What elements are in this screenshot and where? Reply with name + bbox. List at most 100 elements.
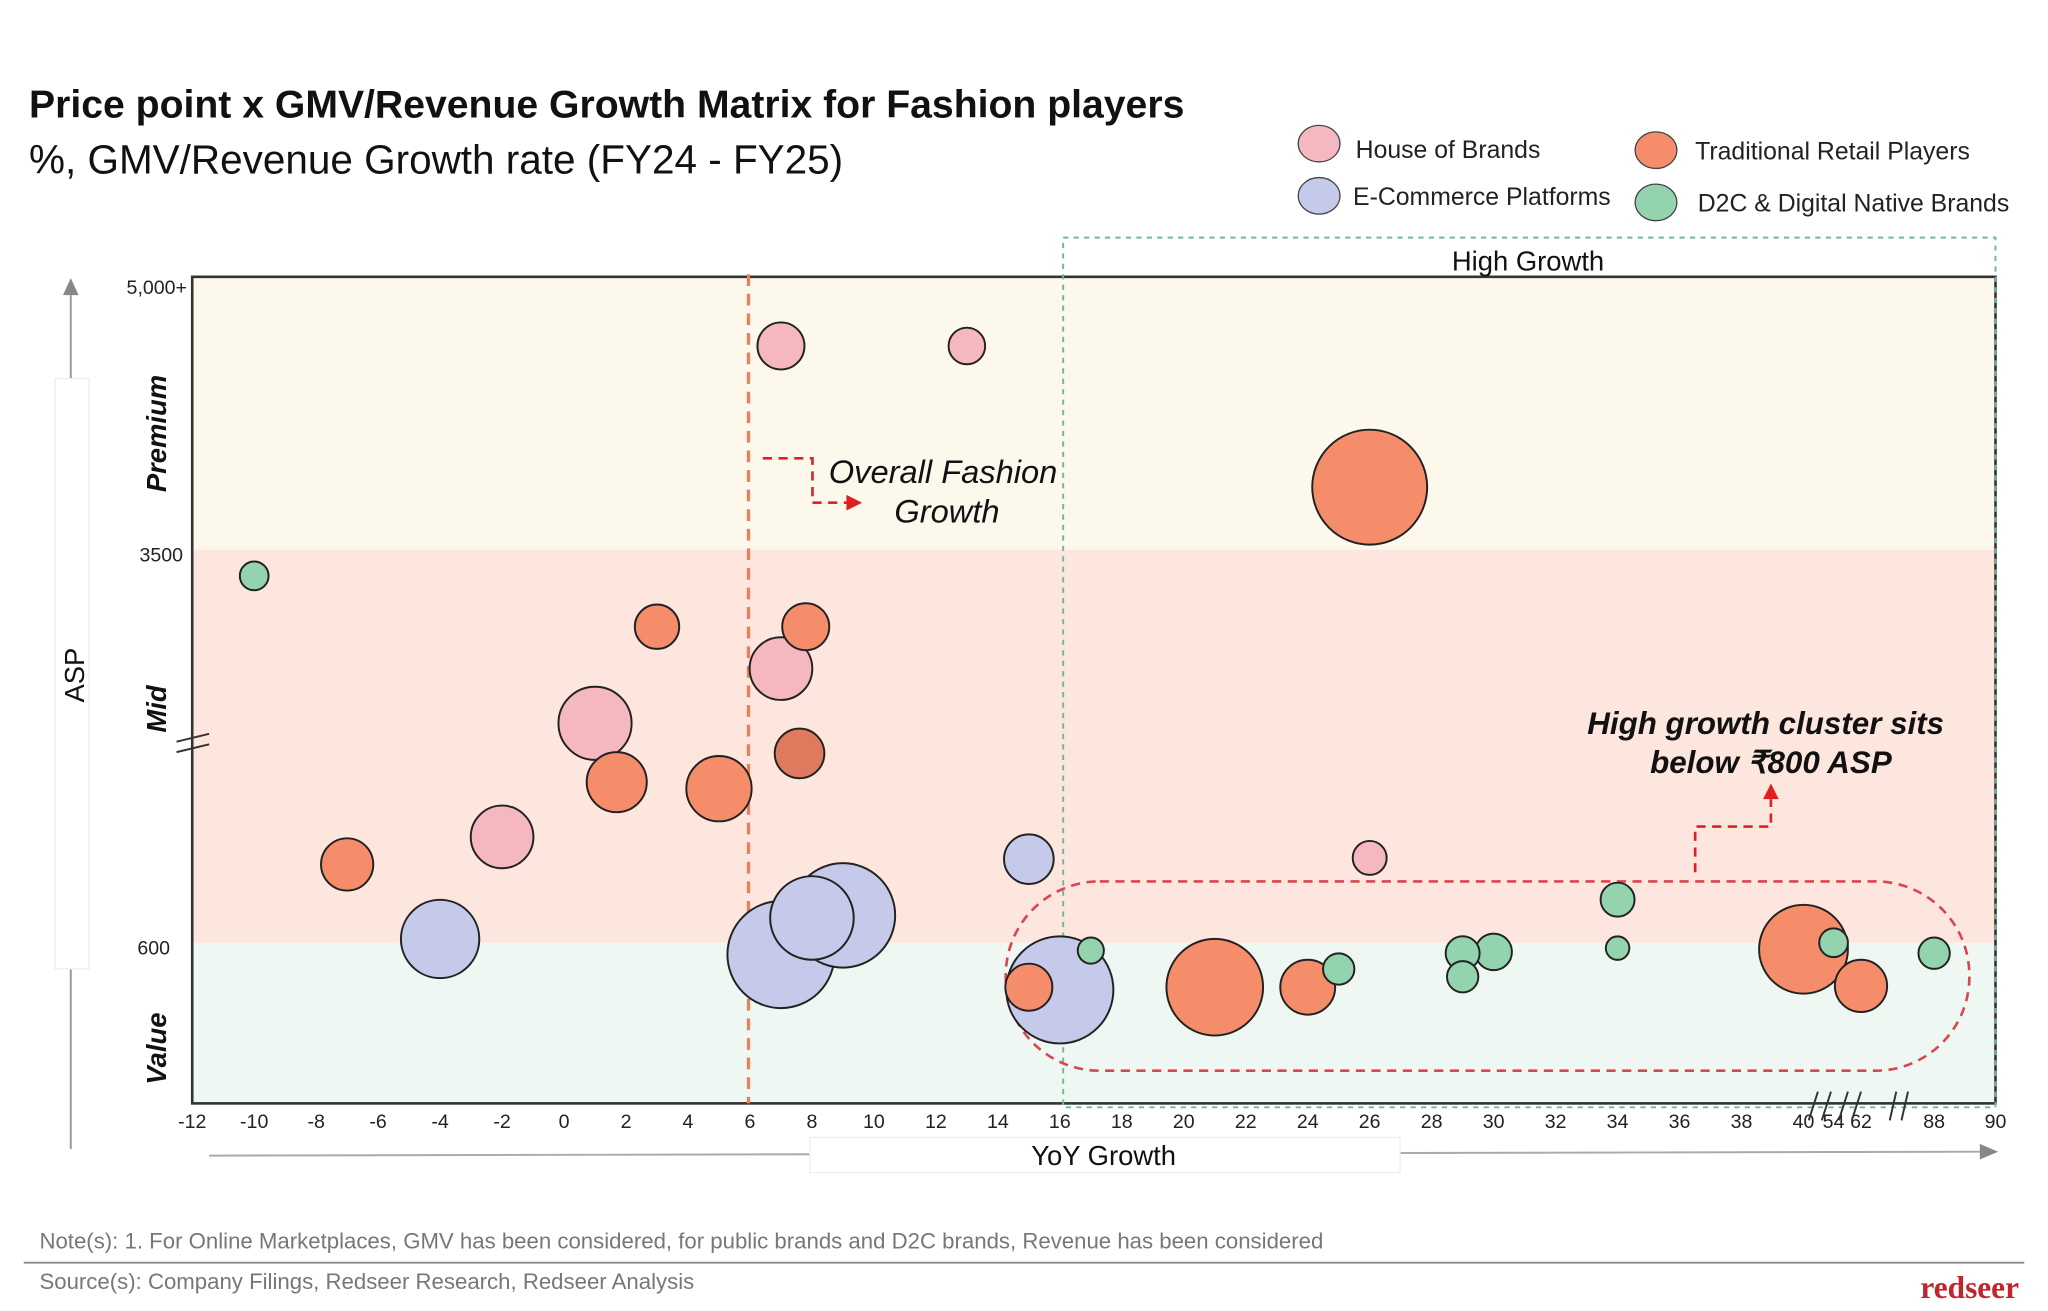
x-tick-label: 32 <box>1545 1111 1567 1133</box>
legend-swatch-d2c <box>1634 183 1678 222</box>
x-tick-label: 28 <box>1421 1111 1443 1133</box>
footnote: Note(s): 1. For Online Marketplaces, GMV… <box>39 1228 1323 1253</box>
bubble-d2c-digital-native-brands <box>1322 952 1356 986</box>
x-tick-label: 12 <box>925 1111 947 1133</box>
x-tick-label: 90 <box>1985 1111 2007 1133</box>
x-tick-label: 2 <box>621 1111 632 1133</box>
y-tick-label: 600 <box>137 938 170 960</box>
x-tick-label: 0 <box>559 1111 570 1133</box>
x-tick-label: 4 <box>683 1111 694 1133</box>
bubble-d2c-digital-native-brands <box>1604 935 1631 961</box>
legend-label: E-Commerce Platforms <box>1353 184 1611 211</box>
x-tick-label: -12 <box>178 1111 206 1133</box>
axis-break-icon <box>176 732 210 754</box>
chart-subtitle: %, GMV/Revenue Growth rate (FY24 - FY25) <box>29 137 843 183</box>
band-mid <box>192 549 1996 943</box>
bubble-d2c-digital-native-brands <box>1076 936 1105 965</box>
x-tick-label: 36 <box>1669 1111 1691 1133</box>
legend: House of Brands Traditional Retail Playe… <box>1297 124 2009 222</box>
bubble-house-of-brands <box>469 804 535 870</box>
high-growth-label: High Growth <box>1452 245 1604 276</box>
x-axis-label: YoY Growth <box>1031 1140 1176 1171</box>
plot-frame <box>190 275 1997 1105</box>
band-label-value: Value <box>141 1012 172 1084</box>
bubble-traditional-retail-players <box>1311 428 1429 546</box>
source-note: Source(s): Company Filings, Redseer Rese… <box>39 1269 694 1294</box>
redseer-logo: redseer <box>1920 1270 2019 1305</box>
legend-label: D2C & Digital Native Brands <box>1698 191 2009 218</box>
x-tick-label: 38 <box>1731 1111 1753 1133</box>
x-tick-label: 22 <box>1235 1111 1257 1133</box>
y-axis-label-bg <box>54 378 90 970</box>
overall-growth-label-1: Overall Fashion <box>829 453 1057 490</box>
bubble-house-of-brands <box>756 321 806 371</box>
x-tick-label: -10 <box>240 1111 268 1133</box>
x-ticks: -12 -10 -8 -6 -4 -2 0 2 4 6 8 10 12 14 16 18 20 22 24 26 28 3… <box>178 1111 2006 1133</box>
bubble-traditional-retail-players <box>320 837 375 892</box>
x-tick-label: 14 <box>987 1111 1009 1133</box>
band-label-premium: Premium <box>141 375 172 492</box>
legend-swatch-traditional-retail <box>1634 131 1678 170</box>
bubble-d2c-digital-native-brands <box>1818 927 1849 959</box>
bubble-d2c-digital-native-brands <box>1599 881 1636 918</box>
x-tick-label: 16 <box>1049 1111 1071 1133</box>
x-tick-label: -2 <box>493 1111 510 1133</box>
bubble-house-of-brands <box>947 326 987 366</box>
bubbles <box>238 321 1951 1045</box>
x-tick-label: -8 <box>307 1111 325 1133</box>
bubble-traditional-retail-players <box>1165 937 1265 1037</box>
x-tick-label: 34 <box>1607 1111 1629 1133</box>
bubble-e-commerce-platforms <box>769 875 855 961</box>
high-growth-region <box>1062 236 1997 1109</box>
bubble-traditional-retail-players <box>1004 962 1054 1012</box>
arrow-right-icon <box>1979 1143 1999 1160</box>
bubble-e-commerce-platforms <box>399 898 481 980</box>
high-growth-label-bg <box>1306 242 1751 275</box>
chart-title: Price point x GMV/Revenue Growth Matrix … <box>29 84 1184 127</box>
x-tick-label: 24 <box>1297 1111 1319 1133</box>
cluster-label-2: below ₹800 ASP <box>1650 745 1892 780</box>
legend-label: Traditional Retail Players <box>1695 138 1970 165</box>
legend-swatch-ecommerce <box>1297 176 1341 215</box>
bubble-traditional-retail-players <box>585 751 648 814</box>
bubble-d2c-digital-native-brands <box>1917 936 1951 970</box>
cluster-arrow <box>1693 799 1773 873</box>
band-label-mid: Mid <box>141 684 172 732</box>
x-tick-label: -4 <box>431 1111 449 1133</box>
x-tick-label: 8 <box>806 1111 817 1133</box>
y-tick-label: 3500 <box>140 544 184 566</box>
axis-break-icon <box>1807 1091 1909 1121</box>
arrow-head-icon <box>846 494 863 511</box>
x-tick-label: 88 <box>1923 1111 1945 1133</box>
x-tick-label: 18 <box>1111 1111 1133 1133</box>
cluster-label-1: High growth cluster sits <box>1587 706 1944 741</box>
x-tick-label: 6 <box>745 1111 756 1133</box>
legend-label: House of Brands <box>1356 137 1541 164</box>
overall-growth-label-2: Growth <box>894 492 999 529</box>
bubble-traditional-retail-players <box>773 727 826 780</box>
y-axis-label: ASP <box>59 648 90 703</box>
band-premium <box>192 276 1996 550</box>
x-tick-label: 26 <box>1359 1111 1381 1133</box>
x-tick-label: 10 <box>863 1111 885 1133</box>
arrow-head-icon <box>1763 783 1779 800</box>
overall-growth-arrow <box>762 457 850 505</box>
bubble-traditional-retail-players <box>685 755 753 823</box>
bubble-house-of-brands <box>748 636 814 701</box>
x-tick-label: 20 <box>1173 1111 1195 1133</box>
bubble-traditional-retail-players <box>1758 903 1849 995</box>
bubble-e-commerce-platforms <box>1003 833 1055 885</box>
high-growth-cluster-outline <box>1004 880 1971 1073</box>
bubble-house-of-brands <box>557 685 633 761</box>
x-axis-label-bg <box>809 1136 1401 1174</box>
y-tick-label: 5,000+ <box>127 277 187 299</box>
x-tick-label: 62 <box>1850 1111 1872 1133</box>
bubble-d2c-digital-native-brands <box>238 560 270 592</box>
x-tick-label: 30 <box>1483 1111 1505 1133</box>
bubble-traditional-retail-players <box>633 603 681 650</box>
bubble-traditional-retail-players <box>781 602 831 652</box>
bubble-traditional-retail-players <box>1279 958 1337 1016</box>
arrow-up-icon <box>62 278 79 296</box>
bubble-d2c-digital-native-brands <box>1446 960 1480 994</box>
